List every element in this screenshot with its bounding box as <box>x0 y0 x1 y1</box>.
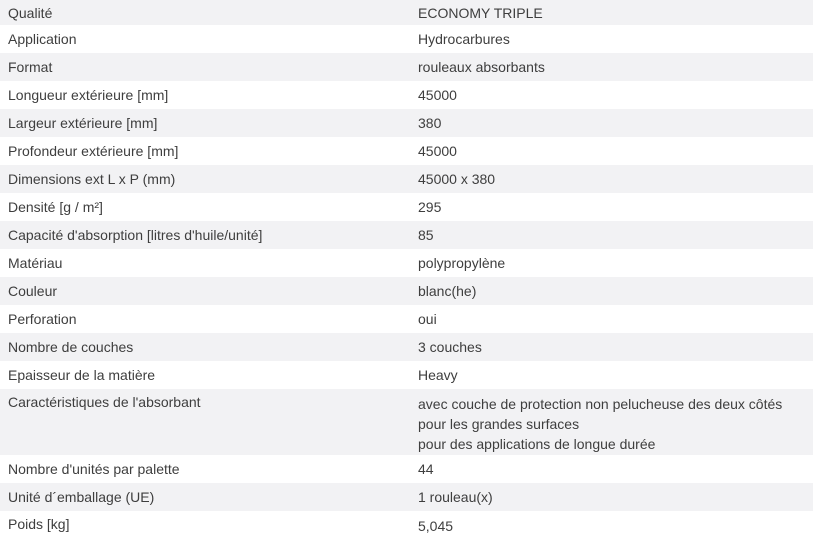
spec-label: Profondeur extérieure [mm] <box>8 143 179 159</box>
spec-row-outer-depth: Profondeur extérieure [mm] 45000 <box>0 137 813 165</box>
spec-row-outer-width: Largeur extérieure [mm] 380 <box>0 109 813 137</box>
spec-row-format: Format rouleaux absorbants <box>0 53 813 81</box>
spec-value: blanc(he) <box>418 283 477 299</box>
spec-label: Qualité <box>8 4 53 21</box>
spec-row-color: Couleur blanc(he) <box>0 277 813 305</box>
spec-row-material-thickness: Epaisseur de la matière Heavy <box>0 361 813 389</box>
spec-value: Heavy <box>418 367 458 383</box>
spec-value: 45000 <box>418 87 457 103</box>
spec-value: 295 <box>418 199 442 215</box>
spec-label: Couleur <box>8 283 58 299</box>
spec-row-quality: Qualité ECONOMY TRIPLE <box>0 0 813 25</box>
spec-row-material: Matériau polypropylène <box>0 249 813 277</box>
spec-value: polypropylène <box>418 255 506 271</box>
spec-label: Format <box>8 59 53 75</box>
spec-label: Unité d´emballage (UE) <box>8 489 155 505</box>
spec-row-absorption-capacity: Capacité d'absorption [litres d'huile/un… <box>0 221 813 249</box>
spec-row-perforation: Perforation oui <box>0 305 813 333</box>
spec-label: Nombre de couches <box>8 339 134 355</box>
spec-value: 44 <box>418 461 434 477</box>
spec-label: Dimensions ext L x P (mm) <box>8 171 176 187</box>
spec-value: Hydrocarbures <box>418 31 510 47</box>
spec-label: Poids [kg] <box>8 516 70 532</box>
spec-label: Largeur extérieure [mm] <box>8 115 158 131</box>
spec-row-outer-length: Longueur extérieure [mm] 45000 <box>0 81 813 109</box>
spec-label: Nombre d'unités par palette <box>8 461 180 477</box>
spec-value: avec couche de protection non pelucheuse… <box>418 396 783 452</box>
spec-value: rouleaux absorbants <box>418 59 545 75</box>
spec-row-density: Densité [g / m²] 295 <box>0 193 813 221</box>
spec-value: 380 <box>418 115 442 131</box>
spec-row-weight: Poids [kg] 5,045 <box>0 511 813 534</box>
spec-label: Epaisseur de la matière <box>8 367 156 383</box>
spec-value: 45000 x 380 <box>418 171 496 187</box>
spec-row-absorbent-characteristics: Caractéristiques de l'absorbant avec cou… <box>0 389 813 455</box>
spec-label: Longueur extérieure [mm] <box>8 87 169 103</box>
spec-row-units-per-pallet: Nombre d'unités par palette 44 <box>0 455 813 483</box>
spec-row-packaging-unit: Unité d´emballage (UE) 1 rouleau(x) <box>0 483 813 511</box>
spec-label: Matériau <box>8 255 63 271</box>
spec-value: 1 rouleau(x) <box>418 489 493 505</box>
spec-value: 5,045 <box>418 518 454 534</box>
spec-row-layer-count: Nombre de couches 3 couches <box>0 333 813 361</box>
spec-value: 3 couches <box>418 339 482 355</box>
spec-label: Perforation <box>8 311 77 327</box>
spec-value: 85 <box>418 227 434 243</box>
spec-label: Densité [g / m²] <box>8 199 103 215</box>
spec-value: ECONOMY TRIPLE <box>418 4 543 21</box>
spec-label: Application <box>8 31 77 47</box>
spec-value: 45000 <box>418 143 457 159</box>
spec-row-dimensions: Dimensions ext L x P (mm) 45000 x 380 <box>0 165 813 193</box>
spec-label: Caractéristiques de l'absorbant <box>8 394 201 410</box>
spec-value: oui <box>418 311 437 327</box>
spec-label: Capacité d'absorption [litres d'huile/un… <box>8 227 263 243</box>
spec-row-application: Application Hydrocarbures <box>0 25 813 53</box>
